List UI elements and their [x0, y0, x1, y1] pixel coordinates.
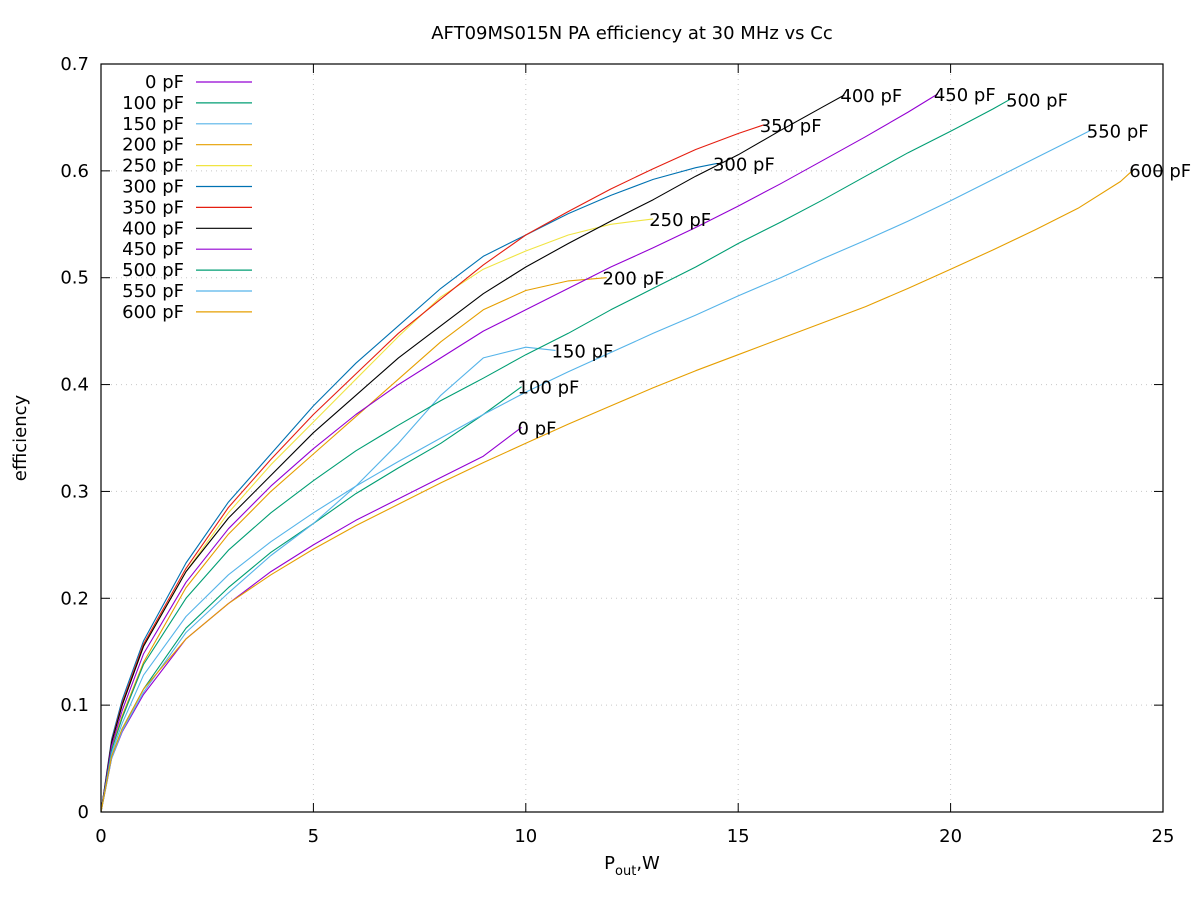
legend-entry-label: 550 pF	[122, 281, 184, 302]
x-axis-label-sub: out	[615, 864, 636, 879]
x-tick-label: 15	[727, 826, 750, 847]
legend-entry-label: 100 pF	[122, 93, 184, 114]
x-axis-label: Pout,W	[604, 853, 660, 879]
x-tick-label: 10	[514, 826, 537, 847]
x-tick-label: 0	[95, 826, 106, 847]
legend-entry-label: 450 pF	[122, 239, 184, 260]
series-end-label: 450 pF	[934, 85, 996, 106]
legend-entry-label: 200 pF	[122, 135, 184, 156]
series-line-300pf	[100, 162, 718, 813]
series-line-600pf	[100, 169, 1134, 813]
x-tick-label: 25	[1152, 826, 1175, 847]
y-axis-label: efficiency	[10, 394, 31, 481]
series-end-label: 550 pF	[1087, 121, 1149, 142]
series-end-label: 250 pF	[649, 210, 711, 231]
series-end-label: 400 pF	[840, 86, 902, 107]
y-tick-label: 0.1	[60, 695, 89, 716]
grid	[101, 64, 1163, 812]
legend-entry-label: 0 pF	[145, 72, 184, 93]
y-tick-label: 0.4	[60, 375, 89, 396]
legend-entry-label: 250 pF	[122, 156, 184, 177]
y-tick-label: 0.2	[60, 588, 89, 609]
series-line-500pf	[100, 98, 1011, 813]
series-line-200pf	[100, 277, 607, 813]
series-end-label: 350 pF	[760, 116, 822, 137]
y-tick-label: 0.6	[60, 161, 89, 182]
legend-entry-label: 600 pF	[122, 302, 184, 323]
legend-entry-label: 500 pF	[122, 260, 184, 281]
y-tick-label: 0.7	[60, 54, 89, 75]
chart-title: AFT09MS015N PA efficiency at 30 MHz vs C…	[431, 23, 833, 44]
y-tick-label: 0.5	[60, 268, 89, 289]
legend-entry-label: 150 pF	[122, 114, 184, 135]
x-axis-label-main: P	[604, 853, 615, 874]
series-line-400pf	[100, 94, 845, 813]
series-line-450pf	[100, 93, 939, 813]
end-labels: 0 pF 100 pF 150 pF 200 pF 250 pF 300 pF 350 pF…	[518, 85, 1192, 439]
series-end-label: 100 pF	[518, 378, 580, 399]
series-line-550pf	[100, 129, 1092, 813]
y-tick-label: 0	[78, 802, 89, 823]
series-end-label: 200 pF	[603, 269, 665, 290]
axis-ticks: 0 5 10 15 20 25 0 0.1 0.2 0.3 0.4 0.5 0.6 0.7	[60, 54, 1174, 847]
series-end-label: 300 pF	[713, 154, 775, 175]
y-tick-label: 0.3	[60, 481, 89, 502]
x-axis-label-tail: ,W	[636, 853, 660, 874]
plot-frame	[100, 63, 1164, 813]
series-line-150pf	[100, 346, 556, 813]
x-tick-label: 5	[308, 826, 319, 847]
series-group	[100, 93, 1134, 813]
legend-entry-label: 300 pF	[122, 177, 184, 198]
x-tick-label: 20	[939, 826, 962, 847]
series-end-label: 0 pF	[518, 418, 557, 439]
series-line-350pf	[100, 124, 764, 813]
series-end-label: 500 pF	[1006, 90, 1068, 111]
legend-entry-label: 400 pF	[122, 218, 184, 239]
legend-entry-label: 350 pF	[122, 197, 184, 218]
series-end-label: 150 pF	[552, 341, 614, 362]
